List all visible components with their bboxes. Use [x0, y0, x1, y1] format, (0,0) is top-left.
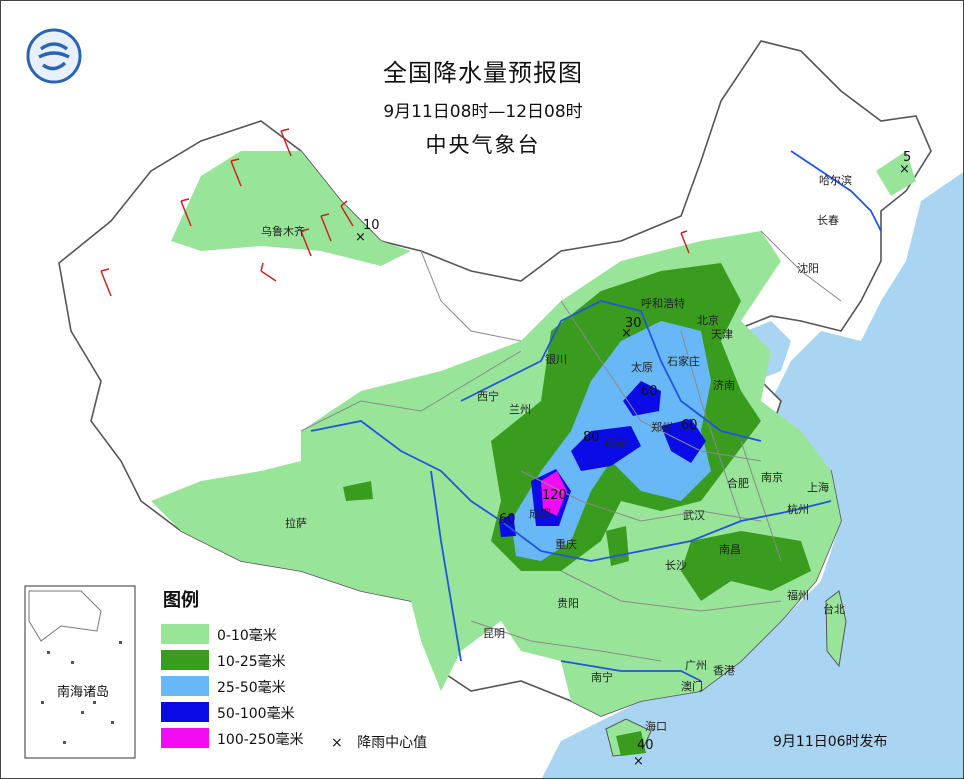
city-label: 南京 [761, 470, 783, 484]
city-label: 呼和浩特 [641, 296, 685, 310]
city-label: 乌鲁木齐 [261, 224, 305, 238]
center-marker-label: 降雨中心值 [357, 735, 428, 751]
rain-center-value: 5 [903, 150, 911, 165]
city-label: 银川 [545, 352, 567, 366]
city-label: 西宁 [477, 389, 499, 403]
legend-label: 100-250毫米 [217, 732, 304, 748]
city-label: 台北 [823, 602, 845, 616]
city-label: 上海 [807, 480, 829, 494]
city-label: 石家庄 [667, 354, 700, 368]
legend-swatch [161, 676, 209, 696]
rain-center-values: 10 5 30 60 60 80 120 60 40 [363, 150, 911, 753]
city-label: 拉萨 [285, 516, 307, 530]
city-label: 合肥 [727, 476, 749, 490]
legend-swatch [161, 702, 209, 722]
map-title: 全国降水量预报图 [383, 59, 583, 87]
issuer-name: 中央气象台 [425, 133, 541, 157]
wind-barbs [100, 128, 690, 297]
city-label: 南宁 [591, 670, 613, 684]
province-borders [300, 230, 842, 662]
cma-logo-icon [26, 28, 82, 84]
legend-swatch [161, 624, 209, 644]
rain-center-value: 10 [363, 218, 380, 233]
legend: 图例 0-10毫米 10-25毫米 25-50毫米 50-100毫米 100-2… [23, 584, 427, 759]
city-label: 杭州 [787, 502, 809, 516]
city-label: 澳门 [681, 679, 703, 693]
rain-center-value: 30 [625, 316, 642, 331]
city-labels: 乌鲁木齐 哈尔滨 长春 沈阳 呼和浩特 北京 天津 石家庄 太原 济南 郑州 银… [261, 173, 852, 733]
rain-center-value: 60 [641, 384, 658, 399]
taiwan [825, 590, 847, 668]
legend-label: 25-50毫米 [217, 680, 286, 696]
rain-center-markers: × × × × [355, 162, 910, 769]
city-label: 成都 [529, 507, 551, 520]
city-label: 西安 [605, 436, 627, 450]
legend-center-marker: × 降雨中心值 [331, 732, 427, 752]
city-label: 北京 [697, 313, 719, 327]
city-label: 南昌 [719, 543, 741, 556]
legend-label: 10-25毫米 [217, 654, 286, 670]
city-label: 重庆 [555, 537, 577, 551]
svg-text:×: × [899, 162, 910, 177]
legend-swatch [161, 650, 209, 670]
city-label: 沈阳 [797, 261, 819, 275]
city-label: 哈尔滨 [819, 173, 852, 187]
city-label: 济南 [713, 378, 735, 392]
sea-area [542, 172, 963, 778]
forecast-period: 9月11日08时—12日08时 [383, 102, 583, 122]
city-label: 广州 [685, 659, 707, 672]
rain-center-value: 40 [637, 738, 654, 753]
inset-label: 南海诸岛 [57, 685, 110, 700]
city-label: 贵阳 [557, 597, 579, 610]
city-label: 香港 [713, 664, 735, 677]
city-label: 太原 [631, 361, 653, 374]
rain-center-value: 120 [542, 488, 567, 503]
legend-label: 50-100毫米 [217, 706, 295, 722]
rain-100-250 [541, 471, 567, 516]
rain-center-value: 60 [499, 512, 516, 527]
issue-time: 9月11日06时发布 [773, 734, 888, 750]
legend-title: 图例 [163, 590, 199, 611]
svg-text:×: × [621, 326, 632, 341]
city-label: 郑州 [651, 420, 673, 434]
city-label: 长沙 [665, 559, 687, 572]
city-label: 海口 [645, 719, 667, 733]
city-label: 兰州 [509, 403, 531, 416]
rain-center-value: 60 [681, 418, 698, 433]
city-label: 福州 [787, 588, 809, 602]
legend-swatch [161, 728, 209, 748]
svg-text:×: × [355, 230, 366, 245]
rain-center-value: 80 [583, 430, 600, 445]
city-label: 长春 [817, 214, 839, 227]
legend-label: 0-10毫米 [217, 628, 277, 644]
city-label: 昆明 [483, 627, 505, 640]
rivers [310, 150, 882, 682]
svg-text:×: × [633, 754, 644, 769]
city-label: 武汉 [683, 509, 705, 522]
city-label: 天津 [711, 328, 733, 341]
south-sea-inset [24, 585, 136, 759]
center-marker-icon: × [331, 735, 343, 751]
